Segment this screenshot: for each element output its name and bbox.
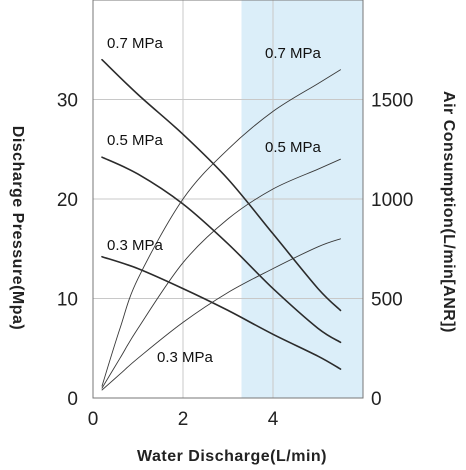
y-left-tick-label: 0 xyxy=(67,389,78,410)
tick-labels: 0 2 4 0 10 20 30 0 500 1000 1500 xyxy=(57,91,413,431)
y-right-tick-label: 1500 xyxy=(371,91,413,112)
y-left-tick-label: 10 xyxy=(57,290,78,311)
air-consumption-curve xyxy=(101,238,341,391)
pressure-curve xyxy=(101,58,342,312)
y-left-tick-label: 30 xyxy=(57,91,78,112)
pressure-curve xyxy=(101,255,342,370)
air-consumption-curve-label: 0.3 MPa xyxy=(157,349,214,366)
air-consumption-curve-label: 0.5 MPa xyxy=(265,139,322,156)
x-axis-title: Water Discharge(L/min) xyxy=(137,448,327,465)
curve-labels: 0.7 MPa 0.5 MPa 0.3 MPa 0.7 MPa 0.5 MPa 0.3 M… xyxy=(107,35,322,366)
air-consumption-curve xyxy=(101,69,341,387)
x-tick-label: 2 xyxy=(178,409,189,430)
y-right-tick-label: 500 xyxy=(371,290,403,311)
x-tick-label: 0 xyxy=(88,409,99,430)
pressure-curve-label: 0.5 MPa xyxy=(107,132,164,149)
y-left-tick-label: 20 xyxy=(57,190,78,211)
y-axis-left-title: Discharge Pressure(Mpa) xyxy=(9,126,26,330)
plot-frame xyxy=(92,0,364,399)
pressure-curve xyxy=(101,156,342,344)
y-axis-right-title: Air Consumption(L/min[ANR]) xyxy=(440,91,457,333)
pressure-curve-label: 0.7 MPa xyxy=(107,35,164,52)
curves xyxy=(101,58,342,391)
x-tick-label: 4 xyxy=(268,409,279,430)
y-right-tick-label: 0 xyxy=(371,389,382,410)
air-consumption-curve xyxy=(101,158,341,389)
pressure-curve-label: 0.3 MPa xyxy=(107,237,164,254)
y-right-tick-label: 1000 xyxy=(371,190,413,211)
air-consumption-curve-label: 0.7 MPa xyxy=(265,45,322,62)
